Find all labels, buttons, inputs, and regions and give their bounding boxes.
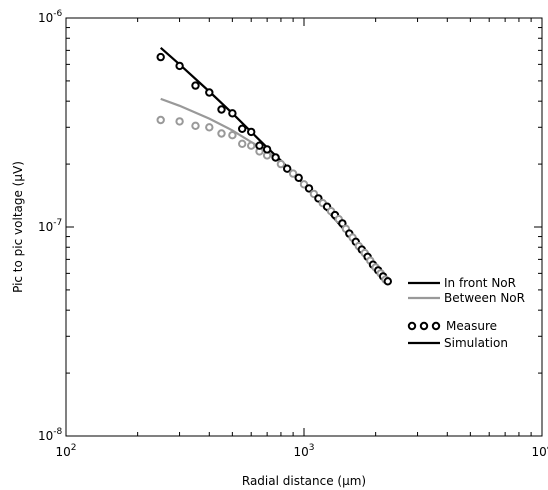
- measure-point: [294, 173, 303, 183]
- legend-label-between-nor: Between NoR: [444, 291, 525, 305]
- measure-point: [247, 127, 256, 137]
- legend-marker-circle: [407, 321, 417, 331]
- measure-point: [205, 88, 214, 97]
- x-tick-label: 102: [55, 443, 76, 459]
- measure-point: [276, 159, 286, 169]
- measure-point: [191, 81, 200, 90]
- measure-point: [156, 52, 165, 62]
- measure-point: [217, 129, 226, 138]
- measure-point: [217, 105, 226, 114]
- axis-tick-labels: 102 103 104 10-8 10-7 10-6: [38, 9, 548, 459]
- measure-point: [288, 169, 298, 178]
- measure-point: [283, 164, 292, 173]
- x-axis-label: Radial distance (µm): [242, 474, 366, 488]
- measure-point: [175, 117, 184, 126]
- legend: In front NoR Between NoR Measure Simulat…: [407, 276, 525, 350]
- measure-point: [262, 145, 272, 154]
- y-tick-label: 10-8: [38, 427, 63, 443]
- legend-label-in-front-nor: In front NoR: [444, 276, 516, 290]
- legend-marker-circle: [419, 321, 429, 331]
- measure-point: [228, 131, 237, 140]
- legend-label-simulation: Simulation: [444, 336, 508, 350]
- y-tick-label: 10-7: [38, 218, 62, 234]
- legend-marker-circle: [431, 321, 441, 331]
- measure-point: [314, 194, 323, 203]
- measure-point: [156, 115, 165, 125]
- measure-point: [255, 141, 264, 150]
- measure-point: [271, 153, 280, 162]
- measure-point: [228, 109, 237, 118]
- legend-label-measure: Measure: [446, 319, 497, 333]
- legend-swatch-measure: [407, 321, 441, 331]
- measure-point: [175, 61, 184, 71]
- x-tick-label: 104: [531, 443, 548, 459]
- y-axis-label: Pic to pic voltage (µV): [11, 161, 25, 293]
- measure-point: [247, 141, 256, 150]
- axis-ticks: [65, 17, 543, 437]
- measure-point: [299, 180, 309, 189]
- measure-point: [191, 121, 200, 131]
- measure-point: [304, 184, 314, 193]
- measure-point: [205, 123, 214, 132]
- plot-area: [156, 46, 392, 286]
- measure-point: [238, 124, 247, 134]
- y-tick-label: 10-6: [38, 9, 63, 25]
- x-tick-label: 103: [293, 443, 314, 459]
- measure-point: [383, 277, 392, 286]
- measure-point: [238, 139, 247, 149]
